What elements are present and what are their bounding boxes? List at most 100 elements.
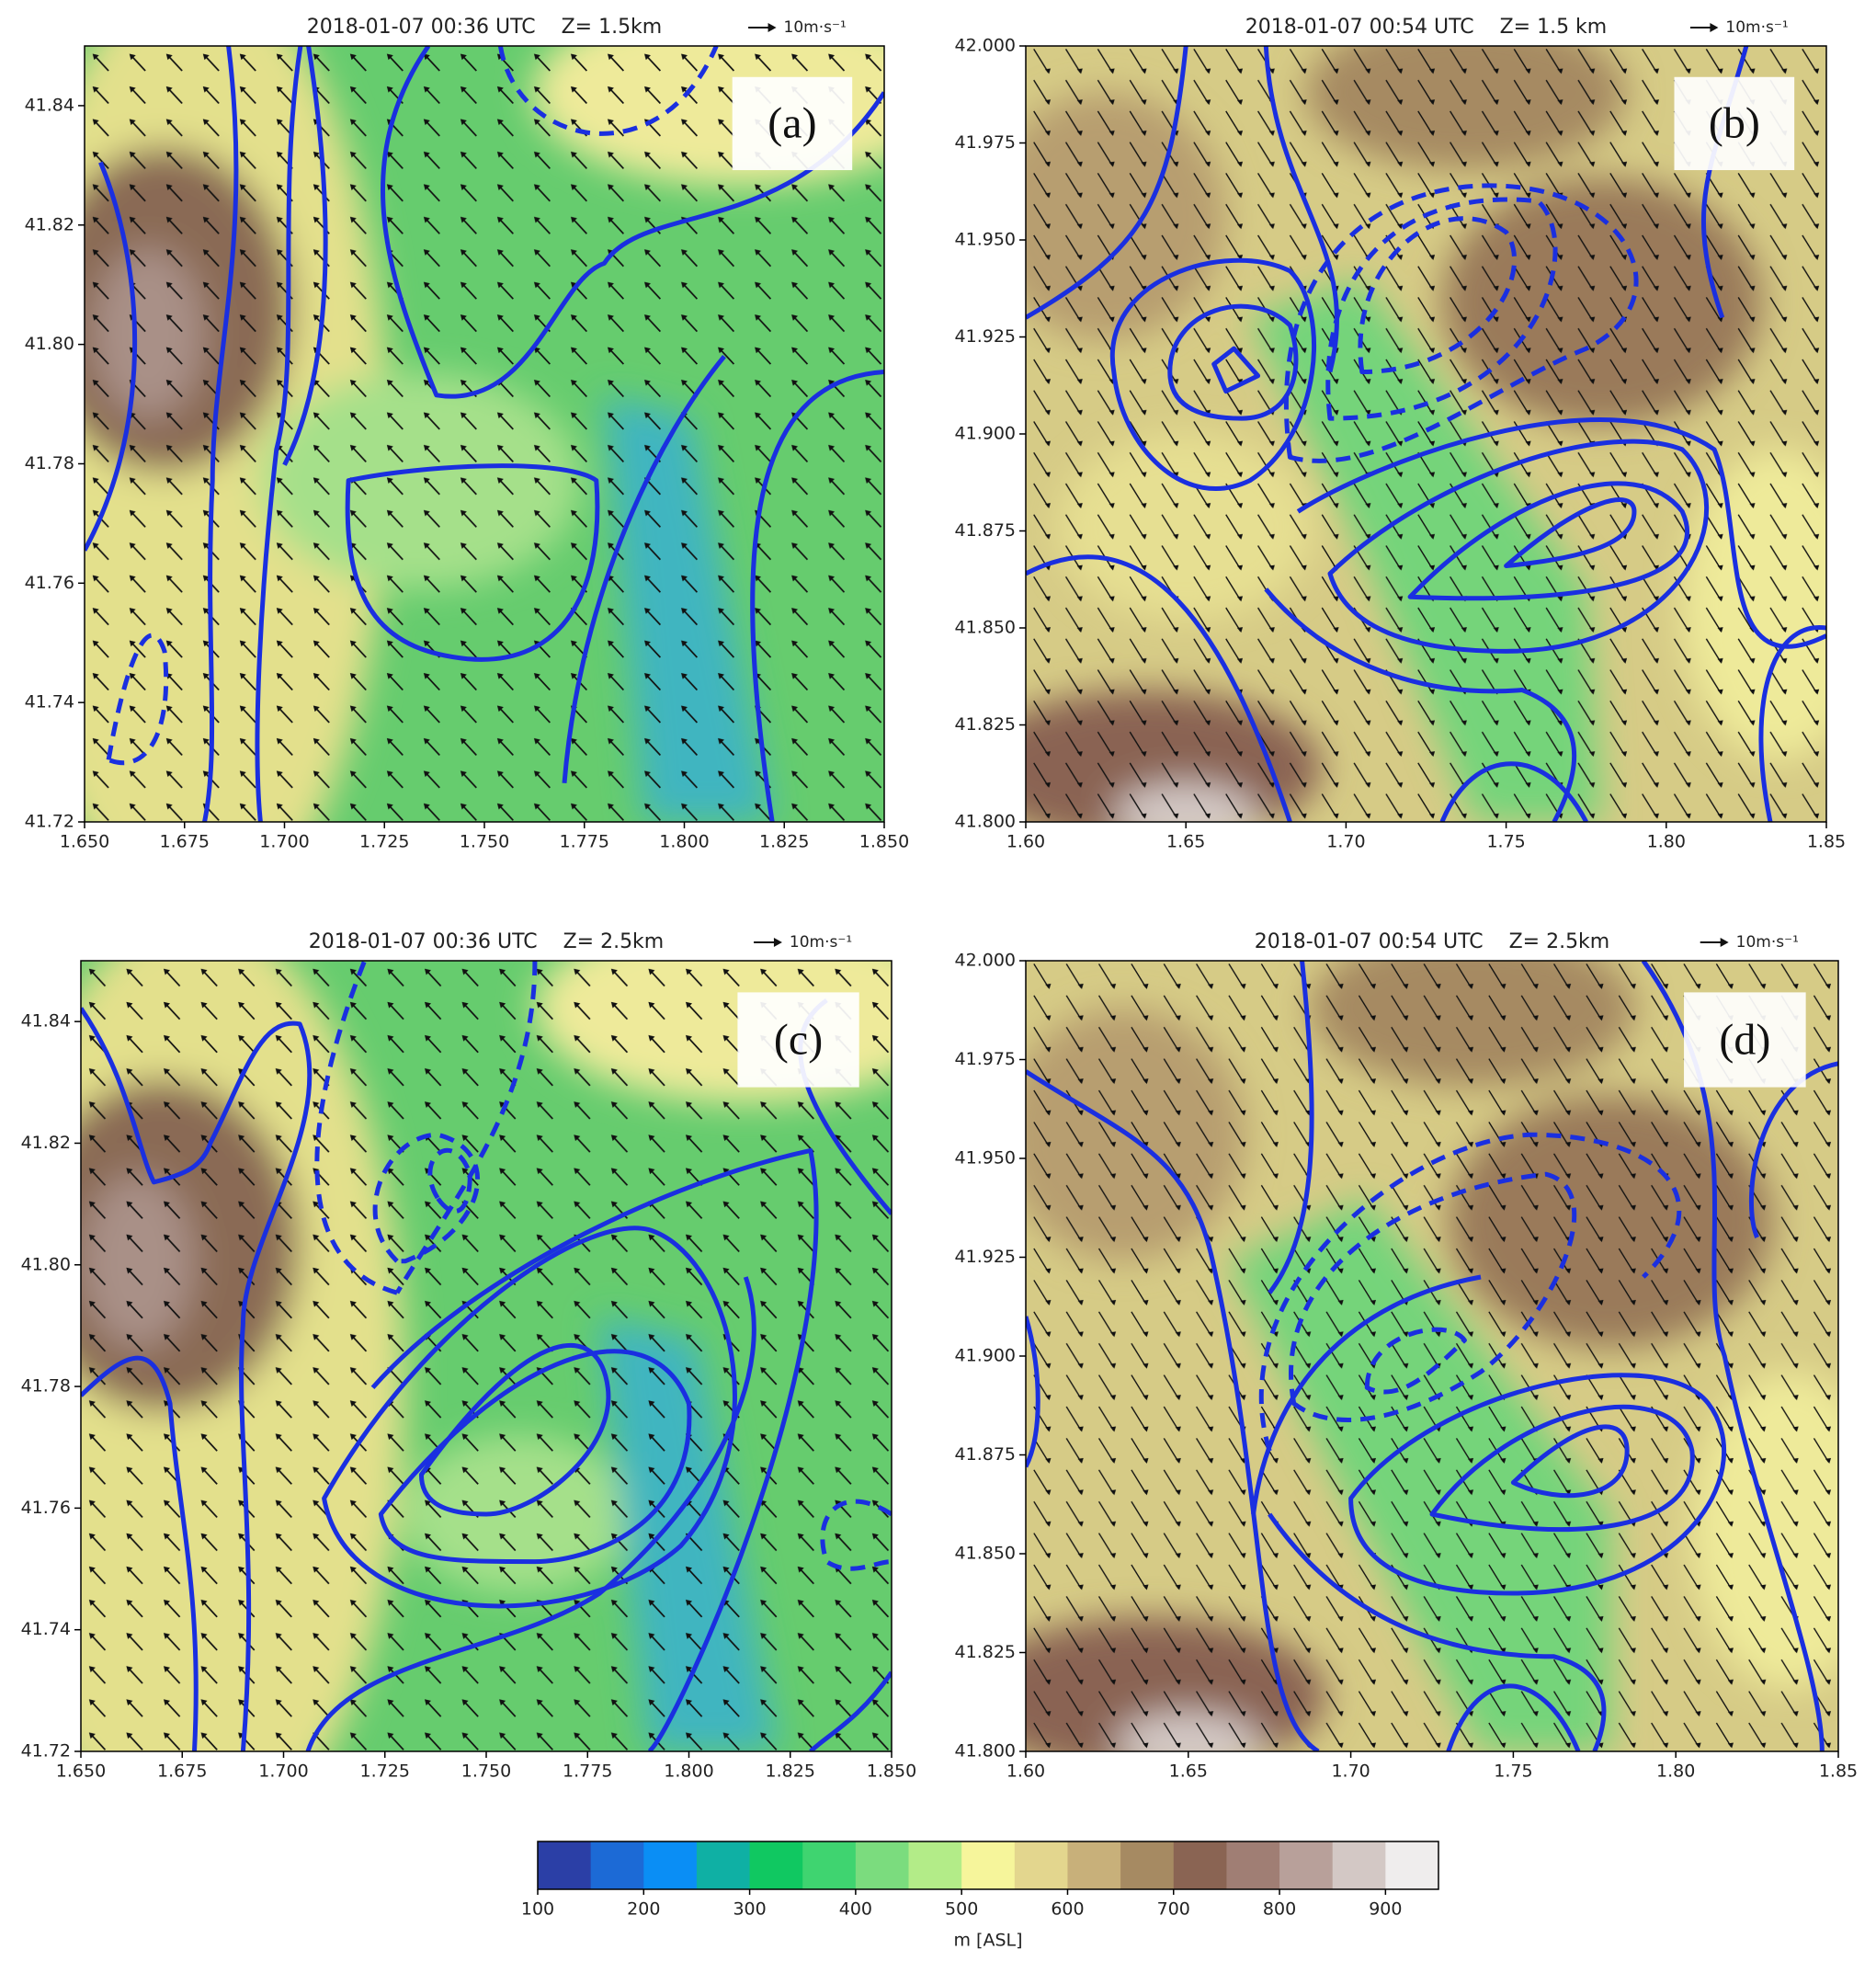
colorbar-bin xyxy=(1385,1841,1439,1889)
y-tick-label: 41.850 xyxy=(955,618,1016,638)
y-tick-label: 41.975 xyxy=(955,132,1016,153)
terrain-a xyxy=(85,46,885,823)
colorbar-tick-label: 500 xyxy=(945,1899,978,1920)
panel-label: (a) xyxy=(767,99,816,148)
terrain-d xyxy=(1026,961,1839,1752)
y-tick-label: 41.800 xyxy=(955,812,1016,832)
key-label: 10m·s⁻¹ xyxy=(1725,18,1788,37)
x-tick-label: 1.70 xyxy=(1326,832,1365,852)
y-tick-label: 41.78 xyxy=(25,453,74,473)
x-tick-label: 1.75 xyxy=(1486,832,1525,852)
x-tick-label: 1.800 xyxy=(664,1761,713,1782)
y-tick-label: 41.850 xyxy=(955,1544,1016,1564)
x-tick-label: 1.750 xyxy=(461,1761,511,1782)
y-tick-label: 41.900 xyxy=(955,424,1016,444)
colorbar-bin xyxy=(1226,1841,1280,1889)
x-tick-label: 1.650 xyxy=(60,832,109,852)
colorbar-tick-label: 300 xyxy=(733,1899,766,1920)
terrain-c xyxy=(81,961,892,1752)
colorbar-bin xyxy=(1120,1841,1175,1889)
x-tick-label: 1.75 xyxy=(1494,1761,1532,1782)
panel-label-box xyxy=(1684,992,1806,1088)
y-tick-label: 41.82 xyxy=(25,214,74,234)
y-tick-label: 41.825 xyxy=(955,714,1016,735)
x-tick-label: 1.850 xyxy=(867,1761,916,1782)
y-tick-label: 42.000 xyxy=(955,951,1016,971)
y-tick-label: 41.80 xyxy=(25,334,74,354)
colorbar-tick-label: 900 xyxy=(1369,1899,1402,1920)
x-tick-label: 1.725 xyxy=(360,1761,410,1782)
colorbar-bin xyxy=(538,1841,592,1889)
panel-label: (b) xyxy=(1709,99,1760,148)
key-label: 10m·s⁻¹ xyxy=(790,933,852,952)
y-tick-label: 41.950 xyxy=(955,1148,1016,1169)
colorbar-bin xyxy=(1332,1841,1386,1889)
panel-label-box xyxy=(732,76,853,171)
colorbar-bin xyxy=(696,1841,751,1889)
x-tick-label: 1.825 xyxy=(759,832,809,852)
panel-label: (c) xyxy=(774,1015,823,1064)
colorbar-bin xyxy=(749,1841,803,1889)
colorbar-bin xyxy=(643,1841,698,1889)
x-tick-label: 1.80 xyxy=(1656,1761,1695,1782)
y-tick-label: 41.80 xyxy=(21,1254,71,1274)
y-tick-label: 41.72 xyxy=(21,1741,71,1761)
colorbar-bin xyxy=(802,1841,857,1889)
key-arrow-head xyxy=(773,938,782,947)
key-label: 10m·s⁻¹ xyxy=(784,18,847,37)
panel-title: 2018-01-07 00:36 UTC Z= 1.5km xyxy=(307,16,662,39)
colorbar-tick-label: 400 xyxy=(839,1899,872,1920)
y-tick-label: 41.72 xyxy=(25,812,74,832)
colorbar-label: m [ASL] xyxy=(953,1931,1022,1951)
y-tick-label: 41.84 xyxy=(21,1011,71,1032)
colorbar-tick-label: 100 xyxy=(521,1899,554,1920)
key-arrow-head xyxy=(1710,23,1719,32)
x-tick-label: 1.700 xyxy=(258,1761,308,1782)
key-label: 10m·s⁻¹ xyxy=(1736,933,1799,952)
panel-label: (d) xyxy=(1719,1015,1770,1064)
x-tick-label: 1.675 xyxy=(160,832,210,852)
colorbar-bin xyxy=(590,1841,644,1889)
x-tick-label: 1.80 xyxy=(1647,832,1686,852)
x-tick-label: 1.800 xyxy=(659,832,709,852)
colorbar-bin xyxy=(1279,1841,1334,1889)
y-tick-label: 41.82 xyxy=(21,1133,71,1153)
y-tick-label: 41.74 xyxy=(25,692,74,713)
colorbar-tick-label: 700 xyxy=(1157,1899,1190,1920)
colorbar-bin xyxy=(908,1841,962,1889)
panel-label-box xyxy=(1674,76,1795,171)
x-tick-label: 1.85 xyxy=(1807,832,1846,852)
y-tick-label: 41.825 xyxy=(955,1642,1016,1662)
colorbar-bin xyxy=(961,1841,1016,1889)
y-tick-label: 41.875 xyxy=(955,520,1016,541)
y-tick-label: 41.76 xyxy=(21,1498,71,1518)
colorbar-tick-label: 600 xyxy=(1051,1899,1084,1920)
colorbar-tick-label: 800 xyxy=(1263,1899,1296,1920)
x-tick-label: 1.775 xyxy=(560,832,609,852)
y-tick-label: 41.76 xyxy=(25,573,74,593)
x-tick-label: 1.775 xyxy=(563,1761,612,1782)
y-tick-label: 42.000 xyxy=(955,36,1016,56)
y-tick-label: 41.925 xyxy=(955,326,1016,347)
colorbar-bin xyxy=(855,1841,910,1889)
x-tick-label: 1.750 xyxy=(460,832,509,852)
key-arrow-head xyxy=(767,23,777,32)
x-tick-label: 1.700 xyxy=(259,832,309,852)
y-tick-label: 41.84 xyxy=(25,95,74,115)
y-tick-label: 41.74 xyxy=(21,1619,71,1639)
y-tick-label: 41.925 xyxy=(955,1247,1016,1267)
colorbar-tick-label: 200 xyxy=(627,1899,660,1920)
y-tick-label: 41.950 xyxy=(955,230,1016,250)
y-tick-label: 41.78 xyxy=(21,1376,71,1397)
y-tick-label: 41.975 xyxy=(955,1049,1016,1069)
y-tick-label: 41.875 xyxy=(955,1444,1016,1465)
x-tick-label: 1.825 xyxy=(766,1761,815,1782)
panel-title: 2018-01-07 00:36 UTC Z= 2.5km xyxy=(309,930,664,953)
panel-label-box xyxy=(737,992,859,1088)
terrain-b xyxy=(1026,46,1826,823)
x-tick-label: 1.60 xyxy=(1006,832,1045,852)
x-tick-label: 1.725 xyxy=(359,832,409,852)
x-tick-label: 1.65 xyxy=(1169,1761,1208,1782)
panel-title: 2018-01-07 00:54 UTC Z= 1.5 km xyxy=(1245,16,1607,39)
